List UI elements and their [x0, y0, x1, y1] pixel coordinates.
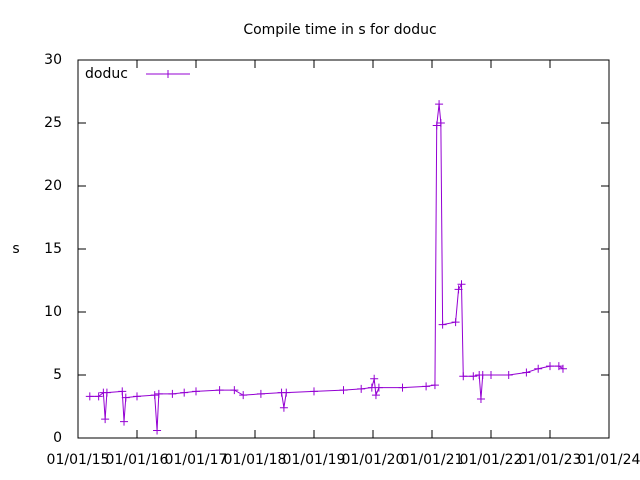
- point-marker: [339, 386, 348, 395]
- y-tick-label: 5: [53, 367, 62, 383]
- x-tick-label: 01/01/24: [578, 452, 640, 468]
- point-marker: [459, 372, 468, 381]
- chart-title: Compile time in s for doduc: [243, 22, 436, 38]
- x-tick-label: 01/01/16: [106, 452, 169, 468]
- y-tick-label: 0: [53, 430, 62, 446]
- x-tick-label: 01/01/23: [519, 452, 582, 468]
- point-marker: [522, 368, 531, 377]
- x-tick-label: 01/01/18: [224, 452, 287, 468]
- point-marker: [451, 318, 460, 327]
- point-marker: [558, 364, 567, 373]
- point-marker: [102, 388, 111, 397]
- point-marker: [101, 415, 110, 424]
- point-marker: [94, 392, 103, 401]
- point-marker: [180, 388, 189, 397]
- point-marker: [374, 383, 383, 392]
- x-tick-label: 01/01/20: [342, 452, 405, 468]
- point-marker: [168, 389, 177, 398]
- point-marker: [487, 371, 495, 379]
- point-marker: [310, 387, 318, 396]
- point-marker: [454, 285, 463, 294]
- point-marker: [153, 426, 162, 435]
- point-marker: [554, 362, 563, 371]
- legend-marker: [164, 70, 172, 78]
- x-tick-label: 01/01/15: [47, 452, 110, 468]
- x-tick-label: 01/01/21: [401, 452, 464, 468]
- point-marker: [118, 387, 127, 396]
- point-marker: [534, 364, 543, 373]
- point-marker: [457, 280, 466, 289]
- point-marker: [256, 389, 265, 398]
- point-marker: [215, 386, 224, 395]
- point-marker: [432, 121, 441, 130]
- point-marker: [436, 119, 445, 127]
- point-marker: [367, 383, 376, 392]
- point-marker: [192, 387, 200, 396]
- plot-border: [77, 59, 610, 439]
- point-marker: [398, 383, 407, 392]
- point-marker: [357, 384, 366, 393]
- point-marker: [133, 392, 141, 401]
- y-tick-label: 15: [44, 241, 62, 257]
- point-marker: [422, 382, 431, 391]
- point-marker: [279, 403, 288, 412]
- x-tick-label: 01/01/17: [165, 452, 228, 468]
- y-tick-label: 10: [44, 304, 62, 320]
- point-marker: [85, 392, 94, 401]
- point-marker: [230, 386, 239, 395]
- x-tick-label: 01/01/19: [283, 452, 346, 468]
- point-marker: [371, 391, 380, 400]
- point-marker: [370, 374, 379, 383]
- point-marker: [478, 371, 487, 379]
- y-tick-label: 25: [44, 115, 62, 131]
- point-marker: [120, 417, 129, 426]
- series-line: [89, 104, 564, 431]
- point-marker: [469, 372, 478, 381]
- y-axis-label: s: [12, 241, 19, 257]
- point-marker: [282, 388, 291, 397]
- point-marker: [150, 391, 159, 400]
- y-tick-label: 30: [44, 52, 62, 68]
- point-marker: [546, 362, 554, 371]
- legend-label: doduc: [85, 66, 128, 82]
- point-marker: [430, 381, 439, 390]
- point-marker: [438, 320, 447, 329]
- point-marker: [435, 100, 444, 109]
- x-tick-label: 01/01/22: [460, 452, 523, 468]
- point-marker: [121, 393, 130, 402]
- point-marker: [476, 394, 485, 403]
- point-marker: [504, 371, 513, 379]
- y-tick-label: 20: [44, 178, 62, 194]
- point-marker: [239, 391, 248, 400]
- point-marker: [154, 389, 163, 398]
